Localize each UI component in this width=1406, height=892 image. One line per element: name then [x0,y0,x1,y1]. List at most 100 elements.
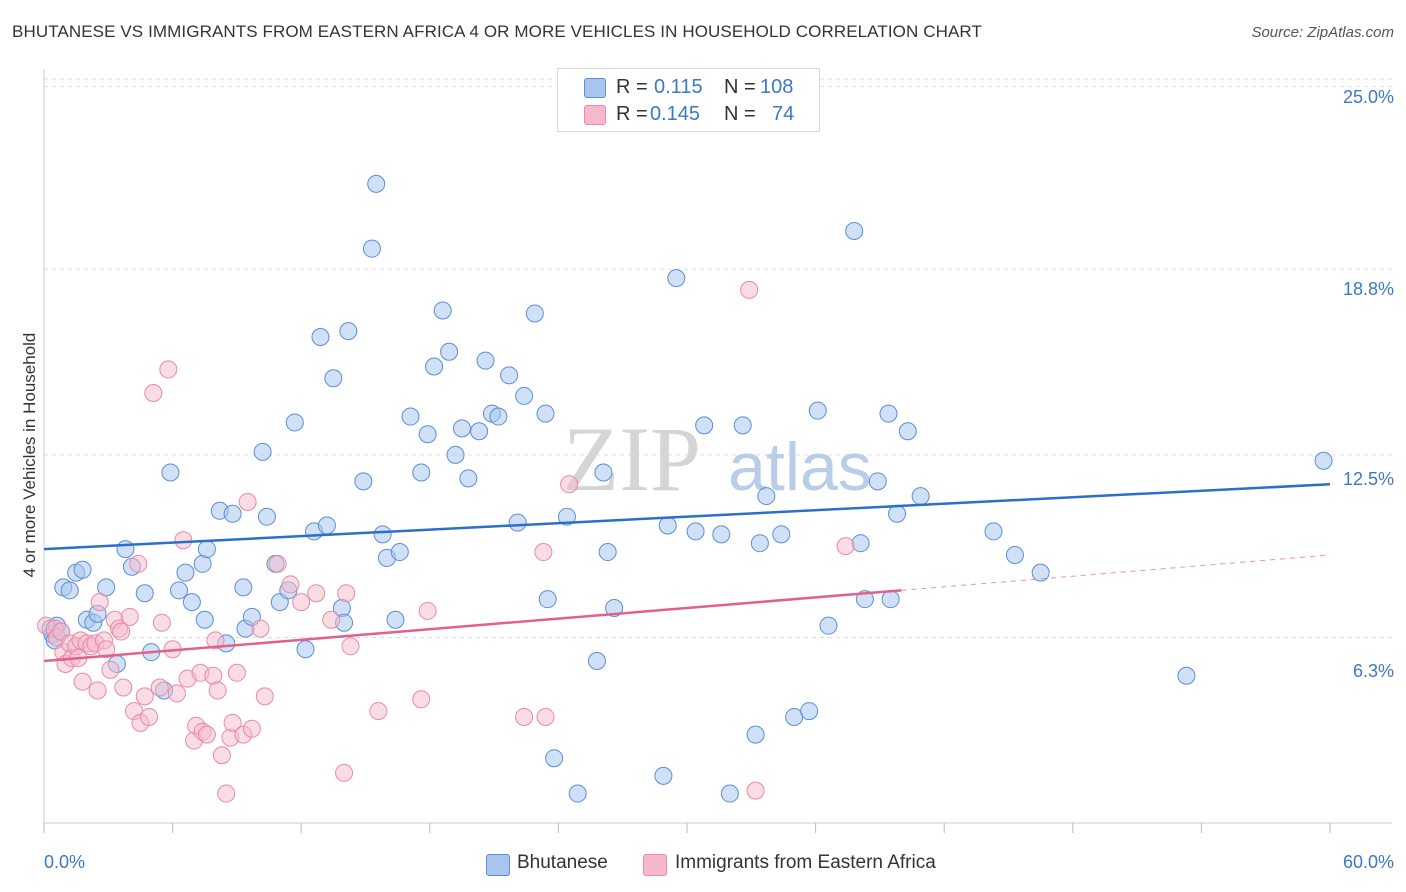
bhutanese-point [176,563,195,582]
immigrants-point [836,537,855,556]
bhutanese-point [324,369,343,388]
bhutanese-point [440,342,459,361]
bhutanese-point [785,707,804,726]
bhutanese-point [888,504,907,523]
immigrants-point [369,702,388,721]
immigrants-point [206,631,225,650]
legend-r-label: R = [616,76,648,98]
immigrants-point [238,492,257,511]
bhutanese-point [223,504,242,523]
watermark-atlas: atlas [728,429,872,505]
bhutanese-point [808,401,827,420]
bhutanese-point [536,404,555,423]
immigrants-trend-line [43,589,902,663]
bhutanese-point [135,584,154,603]
immigrants-point [208,681,227,700]
bhutanese-point [733,416,752,435]
immigrants-point [337,584,356,603]
bhutanese-point [851,534,870,553]
bhutanese-point [1005,545,1024,564]
bhutanese-point [525,304,544,323]
immigrants-point [212,746,231,765]
immigrants-trend-extension [901,554,1331,591]
bhutanese-point [1177,666,1196,685]
axes [43,69,1392,833]
bhutanese-point [898,422,917,441]
bhutanese-point [412,463,431,482]
bhutanese-point [401,407,420,426]
immigrants-point [322,610,341,629]
bhutanese-point [750,534,769,553]
immigrants-point [167,684,186,703]
immigrants-point [197,725,216,744]
legend-swatch-blue [584,78,606,98]
bhutanese-point [720,784,739,803]
chart-title: BHUTANESE VS IMMIGRANTS FROM EASTERN AFR… [12,22,982,41]
bhutanese-point [819,616,838,635]
immigrants-point [418,601,437,620]
bhutanese-point [911,487,930,506]
source-label: Source: ZipAtlas.com [1251,24,1394,41]
legend-label-bhutanese: Bhutanese [517,852,608,873]
bhutanese-point [1031,563,1050,582]
immigrants-point [307,584,326,603]
bhutanese-point [845,221,864,240]
y-tick-label: 12.5% [1342,469,1394,489]
bhutanese-point [515,386,534,405]
immigrants-point [242,719,261,738]
bhutanese-point [746,725,765,744]
bhutanese-point [568,784,587,803]
immigrants-point [217,784,236,803]
bhutanese-point [598,543,617,562]
bhutanese-point [60,581,79,600]
bhutanese-point [772,525,791,544]
immigrants-point [120,607,139,626]
bhutanese-point [339,322,358,341]
immigrants-point [341,637,360,656]
immigrants-point [144,383,163,402]
immigrants-point [251,619,270,638]
bhutanese-point [712,525,731,544]
legend-n-value: 74 [772,103,795,125]
bhutanese-point [362,239,381,258]
bhutanese-point [757,487,776,506]
bhutanese-point [386,610,405,629]
bhutanese-point [476,351,495,370]
series-immigrants-points [37,280,855,803]
immigrants-point [255,687,274,706]
bhutanese-point [390,543,409,562]
legend-r-label: R = [616,103,648,125]
immigrants-point [159,360,178,379]
bhutanese-point [234,578,253,597]
immigrants-point [412,690,431,709]
bhutanese-point [557,507,576,526]
immigrants-point [112,622,131,641]
bhutanese-point [984,522,1003,541]
bhutanese-point [433,301,452,320]
immigrants-point [150,678,169,697]
bhutanese-point [354,472,373,491]
bhutanese-point [868,472,887,491]
x-tick-label-min: 0.0% [44,852,86,872]
bhutanese-point [367,174,386,193]
watermark-zip: ZIP [563,408,701,510]
immigrants-point [223,713,242,732]
bhutanese-point [257,507,276,526]
bhutanese-point [605,598,624,617]
bhutanese-point [545,749,564,768]
immigrants-point [281,575,300,594]
immigrants-point [292,593,311,612]
bhutanese-point [695,416,714,435]
immigrants-point [560,475,579,494]
bhutanese-point [161,463,180,482]
immigrants-point [114,678,133,697]
bhutanese-point [658,516,677,535]
legend-r-value: 0.145 [650,103,701,125]
trend-lines [43,483,1331,663]
legend-label-immigrants: Immigrants from Eastern Africa [675,852,936,873]
bhutanese-point [654,766,673,785]
bhutanese-point [587,652,606,671]
bhutanese-point [285,413,304,432]
legend-swatch-pink [584,105,606,125]
bhutanese-point [197,540,216,559]
